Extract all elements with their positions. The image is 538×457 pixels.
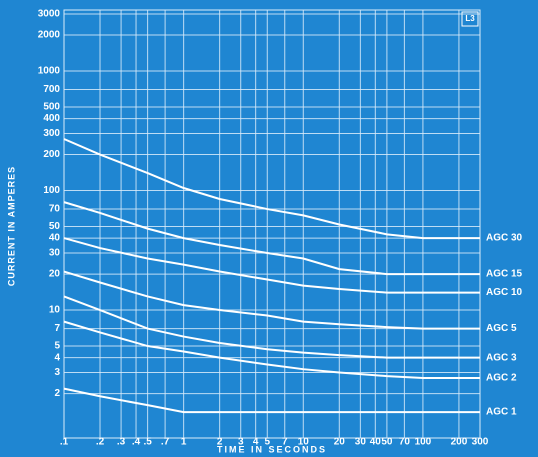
x-tick-label: 7 [282, 437, 288, 448]
series-label: AGC 15 [486, 269, 523, 280]
y-tick-label: 700 [43, 84, 60, 95]
x-tick-label: 1 [181, 437, 187, 448]
x-tick-label: 300 [472, 437, 489, 448]
y-tick-label: 30 [49, 248, 61, 259]
curve [63, 138, 480, 240]
x-tick-label: .2 [96, 437, 105, 448]
x-tick-label: 100 [415, 437, 432, 448]
y-tick-label: 4 [54, 352, 60, 363]
curve [63, 320, 480, 380]
x-tick-label: 20 [334, 437, 346, 448]
y-tick-label: 1000 [38, 66, 61, 77]
series-label: AGC 10 [486, 287, 523, 298]
annotation-box [461, 11, 479, 27]
y-tick-label: 2 [54, 388, 60, 399]
x-tick-label: 70 [399, 437, 411, 448]
y-tick-label: 100 [43, 185, 60, 196]
y-tick-label: 70 [49, 204, 61, 215]
x-tick-label: 50 [381, 437, 393, 448]
x-tick-label: 5 [264, 437, 270, 448]
y-tick-label: 200 [43, 149, 60, 160]
y-tick-label: 5 [54, 341, 60, 352]
curve [63, 387, 480, 414]
curve [63, 295, 480, 359]
y-tick-label: 400 [43, 113, 60, 124]
y-tick-label: 20 [49, 269, 61, 280]
x-tick-label: .4 [132, 437, 141, 448]
x-tick-label: .3 [117, 437, 126, 448]
x-tick-label: .5 [143, 437, 152, 448]
y-tick-label: 10 [49, 305, 61, 316]
y-axis-title: CURRENT IN AMPERES [6, 166, 16, 286]
curve [63, 237, 480, 294]
annotation: L3 [465, 14, 475, 23]
x-tick-label: 40 [370, 437, 382, 448]
curve [63, 270, 480, 330]
x-axis-title: TIME IN SECONDS [217, 444, 327, 454]
y-tick-label: 300 [43, 128, 60, 139]
series-label: AGC 5 [486, 323, 517, 334]
y-tick-label: 3 [54, 367, 60, 378]
x-tick-label: .7 [161, 437, 170, 448]
y-tick-label: 2000 [38, 30, 61, 41]
x-tick-label: 200 [451, 437, 468, 448]
y-tick-label: 7 [54, 323, 60, 334]
y-tick-label: 50 [49, 221, 61, 232]
series-label: AGC 2 [486, 373, 517, 384]
y-tick-label: 500 [43, 102, 60, 113]
series-label: AGC 30 [486, 233, 523, 244]
x-tick-label: .1 [60, 437, 69, 448]
x-tick-label: 10 [298, 437, 310, 448]
series-label: AGC 3 [486, 352, 517, 363]
x-tick-label: 2 [217, 437, 223, 448]
x-tick-label: 4 [253, 437, 259, 448]
curve [63, 201, 480, 276]
x-tick-label: 30 [355, 437, 367, 448]
x-tick-label: 3 [238, 437, 244, 448]
series-label: AGC 1 [486, 407, 517, 418]
y-tick-label: 3000 [38, 9, 61, 20]
y-tick-label: 40 [49, 233, 61, 244]
